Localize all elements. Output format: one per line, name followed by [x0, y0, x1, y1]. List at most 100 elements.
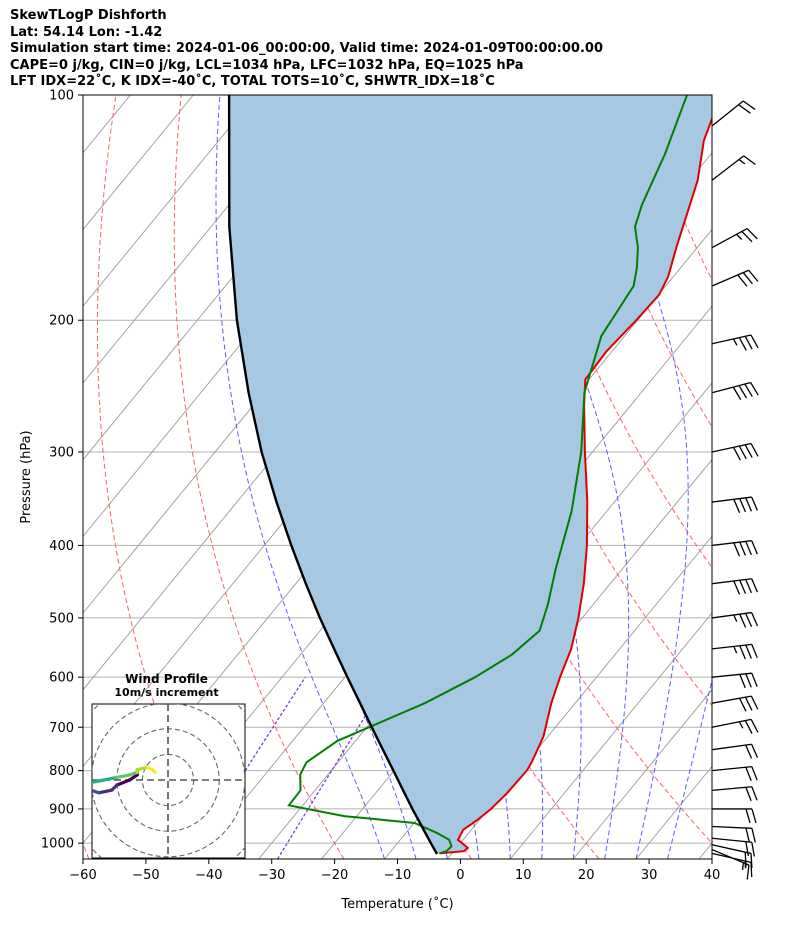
hodograph-segment [97, 788, 114, 795]
temperature-line [439, 116, 712, 855]
wind-barb-flag [745, 644, 752, 659]
wind-barb-flag [748, 269, 759, 282]
wind-barb-shaft [711, 155, 745, 181]
wind-barb-flag [744, 383, 753, 397]
cape-shading [229, 95, 712, 854]
wind-barb-half-flag [733, 614, 738, 622]
wind-barb [711, 155, 756, 181]
hodograph-segment [115, 778, 132, 787]
wind-barb-flag [751, 828, 756, 843]
wind-barb-shaft [711, 334, 752, 345]
x-tick-label: 10 [515, 868, 532, 883]
y-tick-label: 600 [49, 671, 74, 686]
wind-barb-flag [745, 497, 753, 512]
wind-barb-flag [745, 744, 753, 759]
x-tick-label: 20 [578, 868, 595, 883]
wind-barb-flag [739, 541, 747, 556]
wind-barb-half-flag [736, 233, 743, 240]
wind-barb-shaft [711, 844, 752, 855]
wind-barb [711, 695, 759, 712]
wind-barb-flag [746, 228, 758, 240]
wind-barb [711, 100, 756, 127]
wind-barb-flag [738, 104, 751, 114]
wind-barb-shaft [711, 269, 750, 287]
wind-barb-flag [745, 541, 752, 556]
wind-barb-flag [746, 864, 750, 880]
indices-line: LFT IDX=22˚C, K IDX=-40˚C, TOTAL TOTS=10… [10, 74, 495, 89]
wind-barb-flag [750, 443, 759, 457]
wind-barb-flag [745, 673, 752, 688]
dry-adiabat [571, 95, 712, 429]
y-tick-label: 200 [49, 314, 74, 329]
wind-barb-flag [751, 496, 758, 511]
wind-barb-flag [741, 230, 753, 243]
dry-adiabat [173, 95, 345, 859]
wind-barb-shaft [711, 578, 752, 585]
wind-barb-flag [732, 386, 742, 400]
wind-barb-flag [751, 578, 758, 593]
wind-barb [711, 743, 759, 759]
wind-barb [711, 496, 758, 513]
wind-barb-flag [745, 767, 752, 782]
wind-barb-shaft [711, 540, 752, 547]
wind-barb-flag [739, 674, 746, 689]
wind-barb-flag [745, 808, 751, 824]
location-line: Lat: 54.14 Lon: -1.42 [10, 24, 163, 40]
wind-barb-flag [744, 720, 753, 734]
wind-barb-flag [738, 445, 747, 460]
wind-barb-shaft [711, 672, 752, 678]
moist-adiabat [595, 95, 689, 859]
wind-barb-shaft [711, 496, 752, 503]
axes: −60 −50 −40 −30 −20 −10 0 10 20 30 40 1000 900 800 700… [19, 89, 720, 913]
isotherm-line [572, 689, 712, 859]
isotherm-line [83, 95, 194, 231]
wind-barb-shaft [711, 743, 752, 751]
time-line: Simulation start time: 2024-01-06_00:00:… [10, 41, 603, 56]
dry-adiabat [376, 95, 712, 844]
x-tick-label: 0 [456, 868, 464, 883]
wind-barb-flag [732, 447, 741, 461]
wind-barb [711, 381, 759, 400]
y-tick-label: 500 [49, 611, 74, 626]
wind-barb-flag [744, 336, 753, 350]
wind-barb [711, 611, 759, 628]
wind-barb [711, 672, 758, 689]
wind-barb-shaft [711, 848, 750, 866]
wind-barb [711, 844, 753, 869]
isotherm-line [83, 95, 320, 384]
y-tick-label: 800 [49, 764, 74, 779]
chart-header: SkewTLogP Dishforth Lat: 54.14 Lon: -1.4… [10, 8, 603, 91]
wind-barb [712, 808, 757, 824]
wind-barb-flag [739, 498, 747, 513]
wind-barb-half-flag [741, 862, 745, 870]
x-tick-label: −30 [258, 868, 285, 883]
wind-barb-shaft [711, 611, 752, 619]
wind-barb-flag [733, 542, 741, 557]
wind-barb [711, 837, 756, 857]
wind-barb-flag [745, 579, 753, 594]
wind-barb-flag [745, 827, 750, 843]
hodograph-title: Wind Profile [125, 672, 208, 686]
hodograph-segment [135, 765, 150, 772]
wind-barb [711, 848, 750, 880]
y-tick-label: 700 [49, 721, 74, 736]
wind-barb [711, 643, 758, 660]
hodograph-segment [151, 768, 157, 774]
wind-barb-flag [742, 272, 753, 285]
hodograph-segment [92, 778, 106, 785]
x-tick-label: −40 [195, 868, 222, 883]
y-tick-label: 400 [49, 539, 74, 554]
wind-barb [711, 578, 758, 595]
wind-barb-shaft [711, 837, 752, 843]
wind-barb-flag [750, 695, 759, 710]
wind-barb-flag [739, 613, 747, 628]
x-axis-label: Temperature (˚C) [340, 896, 453, 912]
wind-barb-shaft [711, 442, 752, 453]
wind-barb-flag [750, 853, 753, 869]
wind-barb-flag [738, 385, 748, 399]
wind-barb [711, 227, 758, 249]
hodograph-ring [92, 704, 245, 858]
wind-barb-flag [751, 766, 758, 781]
wind-barb-half-flag [738, 158, 746, 165]
